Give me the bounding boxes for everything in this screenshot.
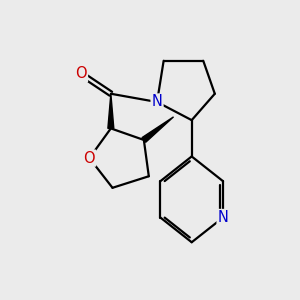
Text: N: N <box>218 210 229 225</box>
Text: O: O <box>75 66 87 81</box>
Polygon shape <box>142 117 173 142</box>
Polygon shape <box>108 94 114 128</box>
Text: O: O <box>84 151 95 166</box>
Text: N: N <box>152 94 163 110</box>
